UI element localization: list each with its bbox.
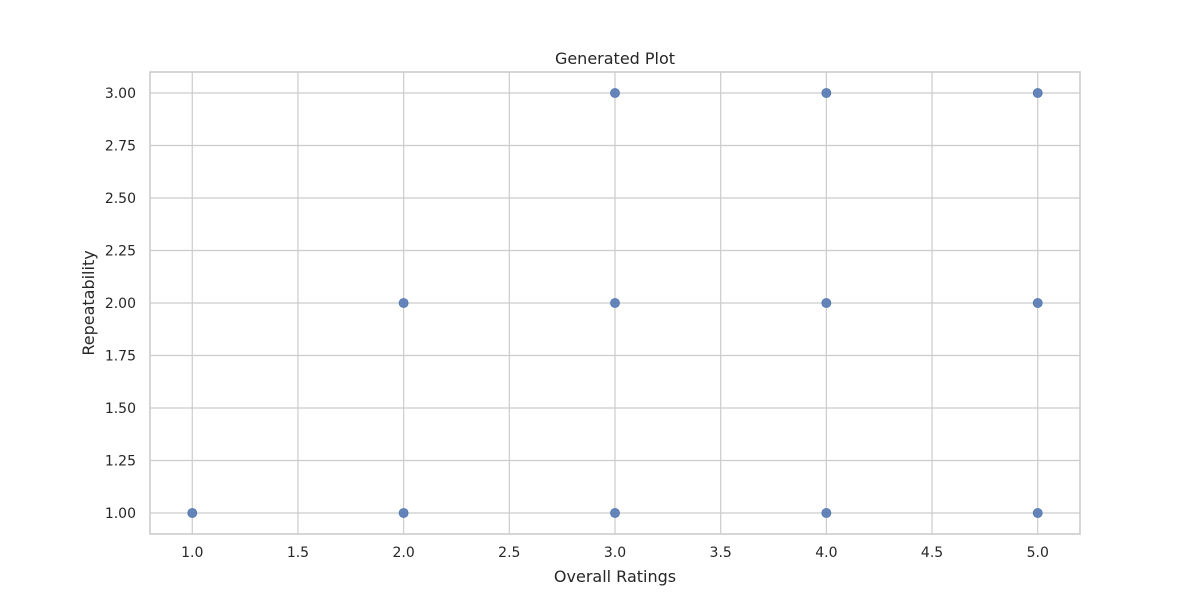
y-tick-label: 1.00 <box>105 506 136 522</box>
y-tick-label: 1.25 <box>105 454 136 470</box>
x-tick-labels: 1.0 1.5 2.0 2.5 3.0 3.5 4.0 4.5 5.0 <box>181 545 1049 561</box>
data-point <box>398 508 409 518</box>
data-point <box>1032 88 1043 98</box>
y-tick-label: 1.75 <box>105 349 136 365</box>
chart-title: Generated Plot <box>555 49 675 68</box>
data-point <box>610 298 620 308</box>
data-point <box>187 508 198 518</box>
y-axis-label: Repeatability <box>79 250 98 355</box>
y-tick-label: 2.50 <box>105 191 136 207</box>
y-tick-label: 2.75 <box>105 139 136 155</box>
data-point <box>1032 508 1043 518</box>
y-tick-labels: 1.00 1.25 1.50 1.75 2.00 2.25 2.50 2.75 3.00 <box>105 86 136 522</box>
x-tick-label: 2.5 <box>498 545 520 561</box>
x-tick-label: 5.0 <box>1027 545 1049 561</box>
data-point <box>821 508 832 518</box>
x-tick-label: 4.0 <box>815 545 837 561</box>
x-tick-label: 1.5 <box>287 545 309 561</box>
data-point <box>610 88 620 98</box>
data-point <box>398 298 409 308</box>
data-point <box>821 88 832 98</box>
x-tick-label: 4.5 <box>921 545 943 561</box>
x-tick-label: 3.0 <box>604 545 626 561</box>
x-tick-label: 2.0 <box>393 545 415 561</box>
y-tick-label: 2.00 <box>105 296 136 312</box>
y-tick-label: 3.00 <box>105 86 136 102</box>
plot-frame <box>149 71 1081 535</box>
data-point <box>610 508 620 518</box>
y-tick-label: 1.50 <box>105 401 136 417</box>
x-tick-label: 1.0 <box>181 545 203 561</box>
data-point <box>1032 298 1043 308</box>
x-tick-label: 3.5 <box>710 545 732 561</box>
y-tick-label: 2.25 <box>105 244 136 260</box>
data-points <box>187 88 1043 518</box>
x-axis-label: Overall Ratings <box>554 567 676 586</box>
data-point <box>821 298 832 308</box>
